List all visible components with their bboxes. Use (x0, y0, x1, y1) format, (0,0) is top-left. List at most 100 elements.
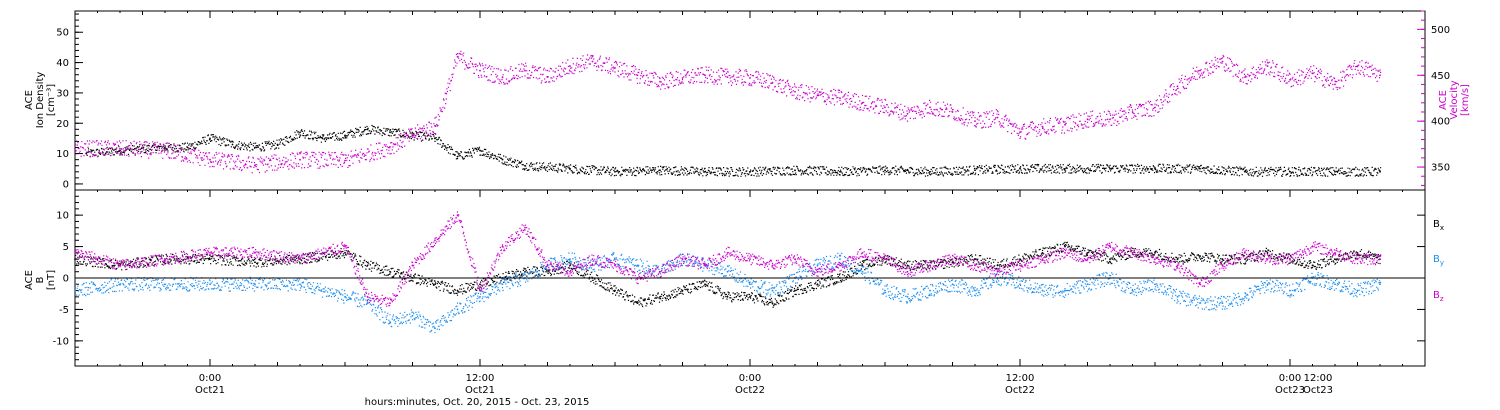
by-series-point (434, 327, 436, 330)
bx-series-point (344, 251, 346, 254)
velocity-series-point (1356, 65, 1359, 67)
velocity-series-point (929, 106, 931, 109)
velocity-series-point (681, 77, 684, 79)
density-tick-label: 0 (63, 179, 69, 190)
density-series-point (344, 134, 346, 137)
velocity-series-point (1176, 85, 1179, 88)
density-series-point (186, 146, 189, 149)
bx-series-point (636, 302, 639, 305)
velocity-series-point (614, 67, 616, 69)
by-series-point (1266, 283, 1269, 286)
time-tick-label: 0:00 (1279, 373, 1301, 384)
bz-series-point (366, 295, 369, 298)
velocity-series-point (884, 106, 886, 109)
density-series-point (1289, 170, 1291, 173)
bx-series-point (951, 261, 954, 264)
density-series-point (659, 169, 661, 172)
velocity-series-point (1109, 118, 1111, 121)
by-series-point (1356, 289, 1359, 292)
velocity-series-point (164, 149, 166, 152)
bx-series (75, 241, 1382, 308)
bx-series-point (614, 289, 616, 292)
by-series-point (389, 321, 391, 323)
bz-series-point (771, 264, 774, 267)
bx-series-point (906, 264, 909, 267)
bz-series-point (1289, 258, 1291, 261)
bx-series-point (366, 264, 369, 267)
bz-series-point (974, 264, 976, 267)
by-series-point (456, 308, 459, 311)
by-series-point (366, 302, 369, 305)
time-tick-day-label: Oct21 (465, 385, 495, 396)
legend-bx: Bx (1433, 219, 1444, 232)
by-series-point (119, 283, 121, 286)
velocity-tick-label: 350 (1431, 163, 1450, 174)
velocity-series-point (456, 55, 459, 58)
time-tick-day-label: Oct21 (195, 385, 225, 396)
density-tick-label: 40 (56, 58, 69, 69)
bx-series-point (1041, 251, 1044, 254)
bz-series-point (1334, 251, 1336, 254)
velocity-series-point (389, 145, 391, 148)
bx-series-point (771, 302, 774, 305)
bz-series-point (681, 258, 684, 261)
bz-series-point (591, 258, 594, 261)
velocity-series-point (1041, 125, 1044, 128)
density-tick-label: 10 (56, 149, 69, 160)
bz-series-point (456, 214, 459, 217)
density-series-point (704, 170, 706, 173)
bz-series-point (569, 270, 571, 273)
bz-series-point (1154, 258, 1156, 261)
density-series (86, 124, 1382, 177)
bz-series-point (411, 264, 414, 267)
density-series-point (209, 137, 211, 140)
by-series-point (1041, 289, 1044, 292)
density-series-point (231, 143, 234, 146)
by-series-point (749, 283, 751, 286)
bx-series-point (1086, 251, 1089, 254)
bz-series-point (816, 270, 819, 273)
field-tick-label: -5 (59, 305, 69, 316)
by-series-point (1244, 295, 1246, 298)
density-series-point (276, 143, 279, 146)
density-series-point (1334, 170, 1336, 173)
velocity-series-point (119, 147, 121, 150)
time-tick-label: 0:00 (199, 373, 221, 384)
bz-series-point (906, 270, 909, 273)
bx-series-point (456, 289, 459, 292)
bz-series-point (299, 258, 301, 261)
time-tick-label: 12:00 (466, 373, 495, 384)
bx-series-point (1311, 264, 1314, 267)
velocity-series-point (1334, 83, 1336, 86)
by-series-point (74, 289, 76, 292)
bz-series-point (726, 251, 729, 254)
by-series-point (906, 295, 909, 298)
density-series-point (389, 131, 391, 134)
velocity-series-point (411, 134, 414, 136)
by-series-point (1334, 283, 1336, 286)
bz-series-point (1086, 258, 1089, 261)
by-series-point (636, 264, 639, 267)
bx-series-point (1064, 245, 1066, 248)
bz-series-point (1041, 258, 1044, 261)
velocity-series-point (816, 94, 819, 97)
density-series-point (839, 170, 841, 173)
bz-series-point (1176, 264, 1179, 267)
bx-series-point (681, 289, 684, 292)
bz-series-point (1244, 251, 1246, 254)
by-series-point (1176, 295, 1179, 298)
velocity-series-point (636, 74, 639, 77)
velocity-series-point (1086, 118, 1089, 121)
bz-series-point (1311, 245, 1314, 248)
by-series-point (569, 258, 571, 261)
field-tick-label: 5 (63, 242, 69, 253)
by-series-point (209, 283, 211, 286)
by-series-point (726, 270, 729, 273)
bx-series-point (1176, 258, 1179, 261)
velocity-series-point (1131, 111, 1134, 113)
by-series-point (884, 289, 886, 292)
by-series-point (1199, 302, 1201, 305)
bx-series-point (996, 264, 999, 267)
by-series-point (254, 283, 256, 286)
bx-series-point (861, 264, 864, 267)
